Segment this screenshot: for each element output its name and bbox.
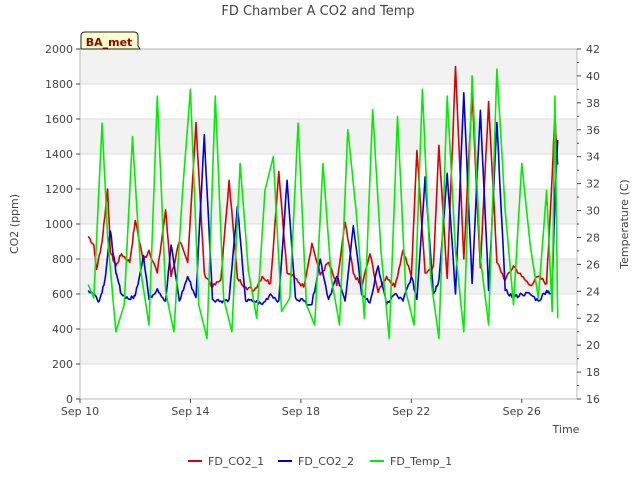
left-tick-label: 200 (52, 358, 73, 371)
left-tick-label: 1200 (45, 183, 73, 196)
left-tick-label: 1600 (45, 113, 73, 126)
series-line-fd-temp-1 (87, 68, 559, 340)
right-tick-label: 42 (586, 43, 600, 56)
right-tick-label: 26 (586, 258, 600, 271)
x-tick-label: Sep 14 (171, 405, 209, 418)
x-tick-label: Sep 10 (61, 405, 99, 418)
x-tick-label: Sep 18 (282, 405, 320, 418)
right-tick-label: 30 (586, 205, 600, 218)
series-lines (87, 65, 559, 340)
badge-shape (80, 31, 141, 50)
legend: FD_CO2_1 FD_CO2_2 FD_Temp_1 (188, 455, 452, 468)
right-tick-label: 32 (586, 178, 600, 191)
x-axis-ticks: Sep 10 Sep 14 Sep 18 Sep 22 Sep 26 (61, 399, 541, 418)
legend-label: FD_CO2_1 (208, 455, 264, 468)
series-line-fd-co2-2 (87, 92, 559, 306)
left-tick-label: 1000 (45, 218, 73, 231)
site-badge: BA_met (80, 31, 141, 50)
right-axis-label: Temperature (C) (618, 179, 631, 269)
badge-text: BA_met (86, 36, 133, 49)
left-tick-label: 0 (66, 393, 73, 406)
right-tick-label: 24 (586, 285, 600, 298)
background-band (80, 259, 577, 294)
right-tick-label: 28 (586, 231, 600, 244)
left-axis-ticks: 0 200 400 600 800 1000 1200 1400 1600 1800 2000 (45, 43, 80, 406)
right-axis-ticks: 16 18 20 22 24 26 28 30 32 34 36 38 40 42 (577, 43, 600, 406)
right-tick-label: 18 (586, 366, 600, 379)
right-tick-label: 16 (586, 393, 600, 406)
right-tick-label: 22 (586, 312, 600, 325)
x-tick-label: Sep 22 (392, 405, 430, 418)
left-tick-label: 800 (52, 253, 73, 266)
left-axis-label: CO2 (ppm) (8, 194, 21, 254)
left-tick-label: 1400 (45, 148, 73, 161)
left-tick-label: 2000 (45, 43, 73, 56)
left-tick-label: 1800 (45, 78, 73, 91)
right-tick-label: 34 (586, 151, 600, 164)
right-tick-label: 36 (586, 124, 600, 137)
right-tick-label: 20 (586, 339, 600, 352)
background-band (80, 329, 577, 364)
legend-label: FD_CO2_2 (298, 455, 354, 468)
legend-label: FD_Temp_1 (390, 455, 452, 468)
right-tick-label: 38 (586, 97, 600, 110)
x-axis-label: Time (552, 423, 580, 436)
background-bands (80, 49, 577, 364)
x-tick-label: Sep 26 (503, 405, 541, 418)
left-tick-label: 400 (52, 323, 73, 336)
right-tick-label: 40 (586, 70, 600, 83)
background-band (80, 119, 577, 154)
left-tick-label: 600 (52, 288, 73, 301)
background-band (80, 49, 577, 84)
chart-title: FD Chamber A CO2 and Temp (221, 4, 414, 19)
